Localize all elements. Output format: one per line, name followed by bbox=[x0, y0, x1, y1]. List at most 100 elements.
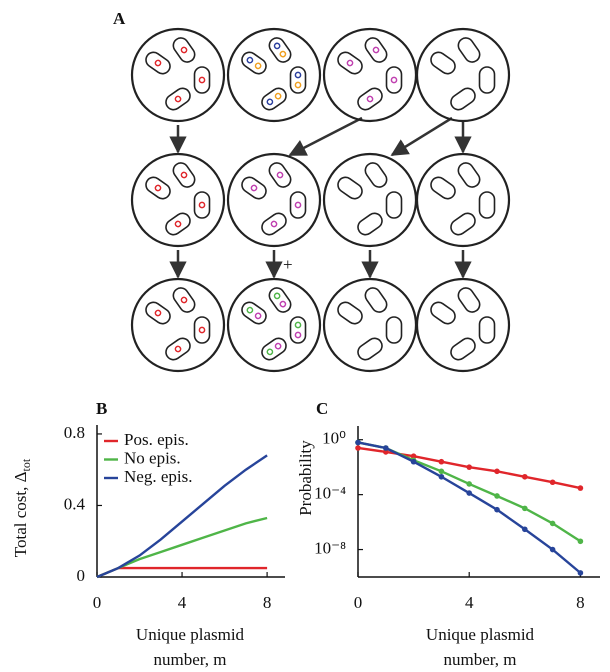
cell bbox=[266, 160, 293, 190]
x-tick-label: 4 bbox=[178, 593, 187, 612]
plasmid bbox=[266, 348, 273, 355]
cell bbox=[387, 67, 402, 93]
cell bbox=[335, 299, 365, 326]
cell-body bbox=[143, 299, 173, 326]
cell-body bbox=[355, 85, 385, 112]
plasmid bbox=[270, 220, 277, 227]
y-axis-label: Probability bbox=[296, 440, 315, 516]
cell bbox=[163, 85, 193, 112]
plasmid bbox=[276, 171, 283, 178]
data-point bbox=[383, 445, 389, 451]
cell bbox=[163, 210, 193, 237]
x-tick-label: 8 bbox=[263, 593, 272, 612]
cell-body bbox=[291, 317, 306, 343]
x-tick-label: 0 bbox=[93, 593, 102, 612]
y-tick-label: 10⁻⁸ bbox=[314, 538, 346, 557]
cell bbox=[335, 174, 365, 201]
cell-body bbox=[355, 210, 385, 237]
panel-label: A bbox=[113, 9, 126, 28]
plasmid bbox=[372, 46, 379, 53]
y-tick-label: 0.8 bbox=[64, 423, 85, 442]
cell-body bbox=[387, 67, 402, 93]
legend-label: Neg. epis. bbox=[124, 467, 192, 486]
plasmid bbox=[391, 77, 396, 82]
plasmid bbox=[174, 220, 181, 227]
x-axis-label: number, m bbox=[154, 650, 227, 669]
cell-body bbox=[387, 192, 402, 218]
plasmid bbox=[174, 345, 181, 352]
cell bbox=[291, 67, 306, 93]
y-tick-label: 10⁻⁴ bbox=[314, 484, 346, 503]
cell-body bbox=[428, 174, 458, 201]
data-point bbox=[578, 538, 584, 544]
cell bbox=[455, 285, 482, 315]
plasmid bbox=[274, 42, 281, 49]
plasmid bbox=[295, 82, 300, 87]
cell bbox=[428, 49, 458, 76]
plasmid bbox=[295, 72, 300, 77]
cell-body bbox=[387, 317, 402, 343]
cell bbox=[355, 85, 385, 112]
cell bbox=[259, 85, 289, 112]
cell bbox=[448, 335, 478, 362]
data-point bbox=[522, 506, 528, 512]
plasmid bbox=[199, 327, 204, 332]
plasmid bbox=[180, 296, 187, 303]
cell-body bbox=[448, 85, 478, 112]
data-point bbox=[466, 490, 472, 496]
cell bbox=[266, 285, 293, 315]
y-tick-label: 10⁰ bbox=[322, 429, 346, 448]
plasmid bbox=[274, 343, 281, 350]
cell-body bbox=[362, 160, 389, 190]
cell-body bbox=[448, 335, 478, 362]
data-point bbox=[578, 485, 584, 491]
legend-label: No epis. bbox=[124, 448, 181, 467]
cell-body bbox=[291, 67, 306, 93]
data-point bbox=[439, 459, 445, 465]
plasmid bbox=[250, 184, 257, 191]
cell-body bbox=[163, 210, 193, 237]
data-point bbox=[466, 464, 472, 470]
cell-body bbox=[266, 160, 293, 190]
x-axis-label: Unique plasmid bbox=[426, 625, 535, 644]
plasmid bbox=[154, 184, 161, 191]
cell bbox=[163, 335, 193, 362]
cell-body bbox=[143, 49, 173, 76]
data-point bbox=[550, 521, 556, 527]
cell bbox=[480, 192, 495, 218]
cell-body bbox=[335, 174, 365, 201]
plasmid bbox=[295, 332, 300, 337]
plasmid bbox=[254, 62, 261, 69]
plasmid bbox=[295, 202, 300, 207]
cell bbox=[448, 85, 478, 112]
figure: A + B04800.40.8Unique plasmidnumber, mTo… bbox=[0, 0, 610, 672]
data-point bbox=[494, 507, 500, 513]
y-axis-label: Total cost, Δtot bbox=[11, 458, 33, 557]
cell bbox=[455, 35, 482, 65]
plasmid bbox=[246, 57, 253, 64]
cell-body bbox=[143, 174, 173, 201]
cell bbox=[480, 67, 495, 93]
data-point bbox=[494, 493, 500, 499]
cell-body bbox=[170, 35, 197, 65]
data-point bbox=[522, 474, 528, 480]
x-axis-label: number, m bbox=[444, 650, 517, 669]
plus-sign: + bbox=[283, 255, 293, 274]
cell-body bbox=[195, 67, 210, 93]
cell-body bbox=[259, 85, 289, 112]
plasmid bbox=[295, 322, 300, 327]
panel-label: C bbox=[316, 399, 328, 418]
cell-body bbox=[239, 49, 269, 76]
cell-body bbox=[259, 335, 289, 362]
data-point bbox=[466, 481, 472, 487]
cell bbox=[355, 335, 385, 362]
data-point bbox=[550, 479, 556, 485]
x-tick-label: 0 bbox=[354, 593, 363, 612]
cell bbox=[362, 35, 389, 65]
y-axis-label-main: Total cost, Δ bbox=[11, 471, 30, 557]
plasmid bbox=[279, 300, 286, 307]
cell bbox=[362, 160, 389, 190]
cell-body bbox=[195, 192, 210, 218]
plasmid bbox=[254, 312, 261, 319]
cell bbox=[387, 317, 402, 343]
